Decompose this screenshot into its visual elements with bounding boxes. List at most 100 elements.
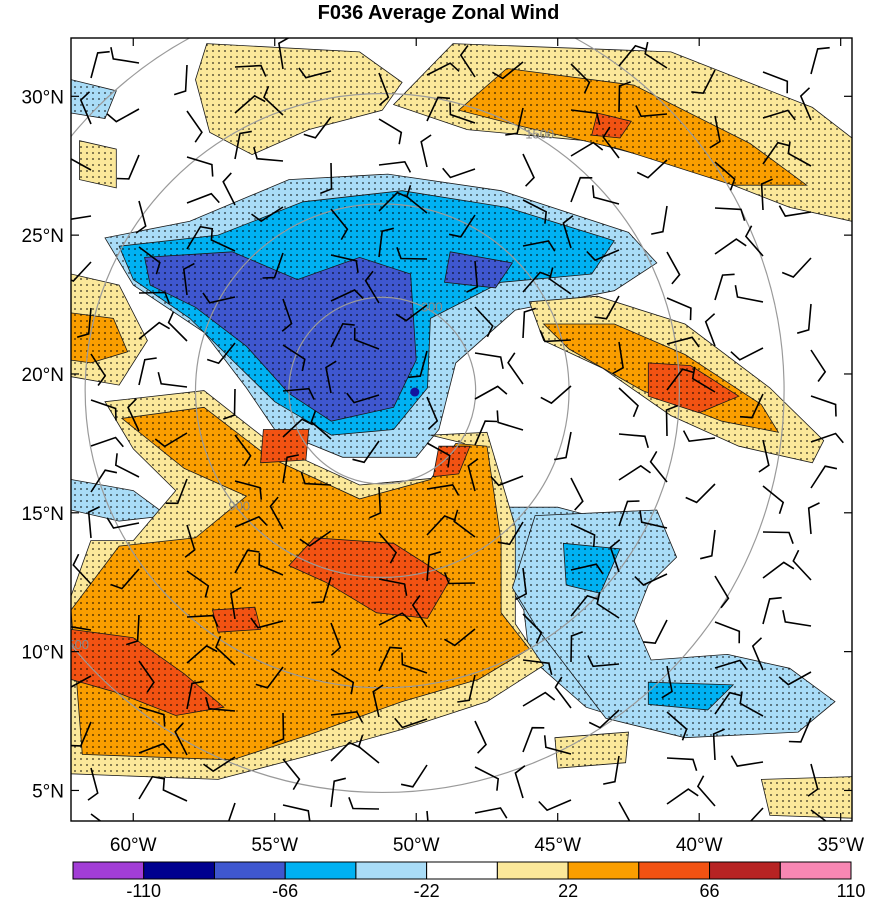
y-tick-label: 20°N [22,365,64,386]
stipple [554,732,629,769]
wind-barb [138,321,171,340]
stipple [79,140,117,188]
wind-barb [810,432,844,444]
wind-barb [162,777,188,802]
wind-barb [167,311,188,342]
wind-barb [72,553,92,585]
wind-barb [352,440,380,464]
wind-barb [787,141,812,167]
wind-barb [330,741,361,762]
wind-barb [426,396,439,430]
wind-barb [186,192,220,204]
wind-barb [474,352,504,369]
wind-barb [300,471,332,486]
wind-barb [210,227,236,252]
stipple [648,362,739,413]
wind-barb [810,809,827,821]
stipple [563,543,620,594]
wind-barb [330,668,355,695]
wind-barb [714,621,741,644]
colorbar-swatch [284,861,357,880]
wind-barb [758,439,770,473]
wind-barb [796,303,812,334]
wind-barb [222,172,236,206]
markers [410,387,420,397]
wind-barb [539,330,572,343]
wind-barb [206,342,236,365]
wind-barb [714,575,730,609]
wind-barb [330,622,342,656]
wind-barb [666,788,699,805]
wind-barb [540,385,572,405]
wind-barb [570,631,583,663]
wind-barb [474,720,487,754]
wind-barb [234,94,266,114]
wind-barb [90,813,102,821]
wind-barb [110,568,140,590]
wind-barb [649,450,668,483]
wind-speed-fill [71,43,852,819]
wind-barb [251,206,284,223]
wind-barb [174,722,188,756]
wind-barb [666,757,698,772]
wind-barb [570,523,596,548]
wind-barb [234,130,252,160]
wind-barb [522,307,537,339]
range-ring [194,203,570,578]
colorbar-label: 110 [837,881,866,900]
colorbar-swatch [426,861,498,880]
wind-barb [712,728,725,761]
wind-barb [515,567,528,601]
wind-barb [138,660,155,693]
wind-barb [762,71,789,94]
wind-barb [522,659,553,675]
wind-barb [250,617,284,629]
wind-barb [90,436,124,448]
wind-barb [522,240,556,252]
wind-barb [749,807,764,821]
wind-barb [255,666,284,689]
wind-barb [401,652,428,674]
wind-barb [596,591,620,619]
wind-barb [110,47,140,64]
wind-barb [426,484,460,496]
wind-barb [570,63,591,94]
wind-barb [378,532,398,564]
wind-barb [448,214,476,238]
range-ring [71,38,785,793]
wind-barb [186,614,219,627]
wind-barb [666,711,688,741]
wind-barb [400,764,428,788]
wind-barb [730,347,764,361]
wind-barb [282,344,306,372]
wind-barb [186,110,203,143]
wind-barb [618,44,648,67]
wind-barb [330,208,349,241]
wind-barb [90,399,117,421]
wind-barb [618,387,639,418]
wind-barb [282,387,315,400]
wind-barb [514,765,526,799]
wind-barb [570,563,604,575]
wind-barb [253,146,284,162]
wind-barb [426,442,451,468]
wind-barb [230,586,242,620]
wind-barb [395,304,428,322]
wind-barb [807,502,820,535]
wind-barb [651,205,668,235]
wind-barb [184,524,196,558]
wind-barb [634,573,668,586]
range-ring [84,92,680,689]
wind-barb [426,810,429,821]
wind-barb [618,464,651,481]
wind-barb [165,478,188,505]
colorbar-label: 22 [558,881,578,900]
wind-barb [186,680,204,710]
wind-barb [378,646,403,672]
wind-barb [612,341,624,375]
wind-barb [739,691,764,717]
wind-barb [443,628,476,647]
x-tick-label: 35°W [817,835,864,856]
x-tick-label: 50°W [393,835,440,856]
wind-barb [76,307,92,338]
